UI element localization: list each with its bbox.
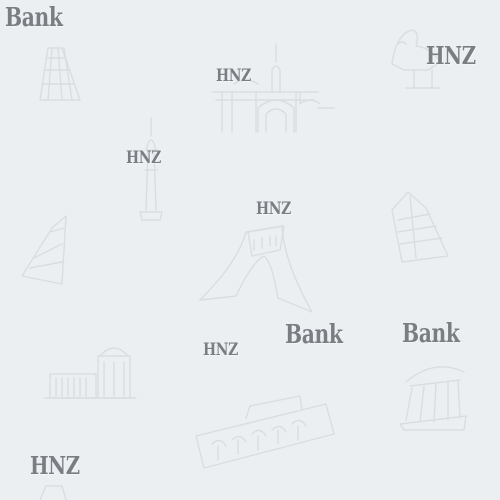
- palace-facade-icon: [195, 395, 335, 469]
- tehran-tower-icon: [39, 47, 81, 101]
- hnz-watermark: HNZ: [426, 41, 476, 70]
- pavilion-icon: [43, 347, 137, 399]
- skyscraper-icon: [391, 191, 449, 263]
- hnz-watermark: HNZ: [126, 148, 161, 168]
- bank-watermark: Bank: [402, 319, 460, 349]
- persepolis-capital-icon: [391, 29, 441, 89]
- hnz-watermark: HNZ: [203, 340, 238, 360]
- tomb-of-hafez-icon: [399, 366, 467, 431]
- hnz-watermark: HNZ: [256, 199, 291, 219]
- bank-watermark: Bank: [5, 3, 63, 33]
- hnz-watermark: HNZ: [216, 66, 251, 86]
- milad-tower-icon: [139, 117, 163, 221]
- leaning-tower-icon: [21, 215, 67, 285]
- bank-watermark: Bank: [285, 320, 343, 350]
- azadi-tower-icon: [199, 225, 313, 313]
- hnz-watermark: HNZ: [30, 451, 80, 480]
- naqsh-jahan-gate-icon: [211, 43, 335, 133]
- small-tower-icon: [39, 485, 67, 500]
